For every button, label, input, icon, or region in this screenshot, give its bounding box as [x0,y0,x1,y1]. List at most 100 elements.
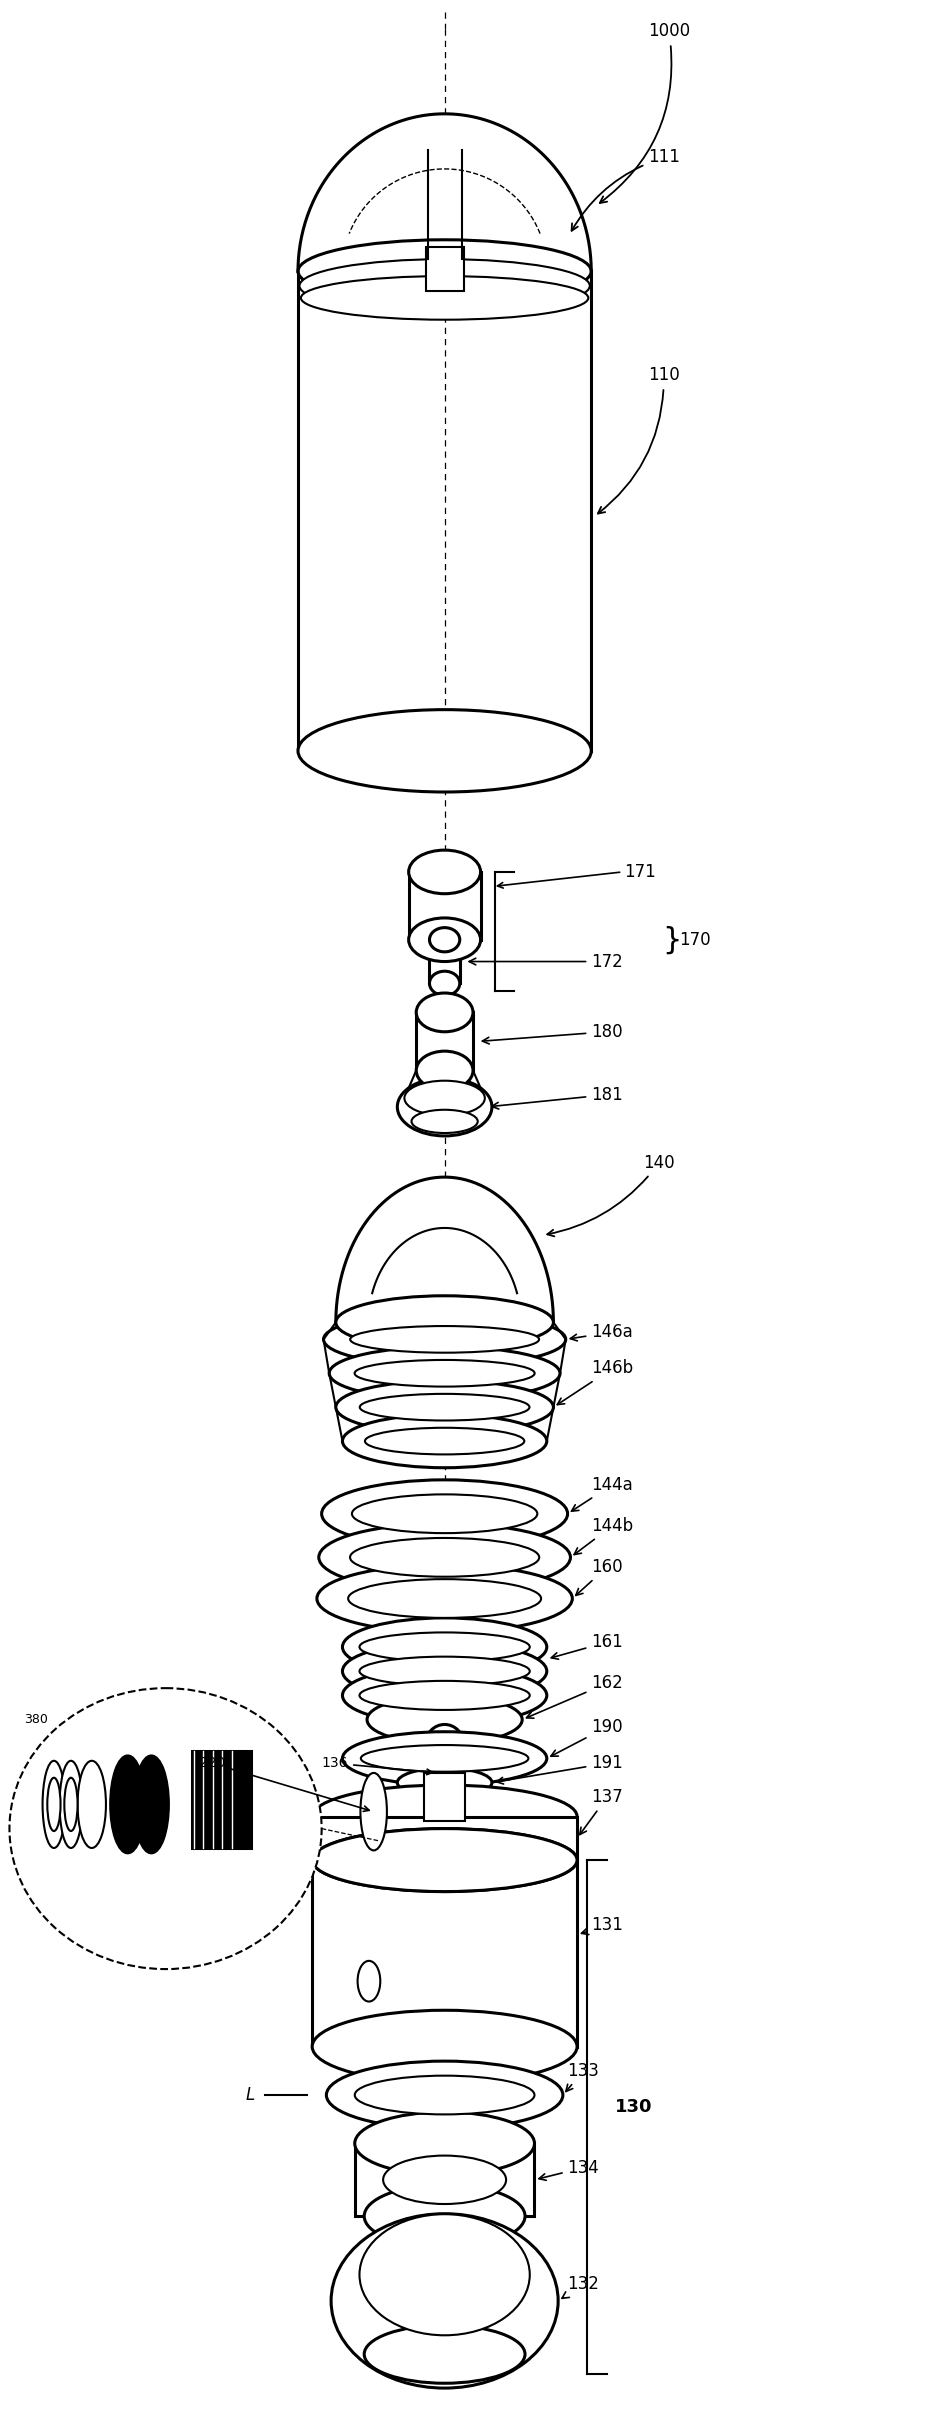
Bar [426,247,464,291]
Ellipse shape [416,1051,473,1090]
Text: 136: 136 [322,1756,432,1775]
Bar [312,1860,577,2047]
Ellipse shape [312,1785,577,1848]
Text: 161: 161 [552,1632,623,1659]
Ellipse shape [134,1756,168,1853]
Text: 160: 160 [576,1557,622,1596]
Ellipse shape [300,259,589,312]
Ellipse shape [359,1657,530,1686]
Text: 380: 380 [24,1712,47,1727]
Ellipse shape [360,1773,387,1850]
Text: 181: 181 [492,1085,623,1109]
Bar [429,940,460,983]
Ellipse shape [317,1565,572,1632]
Text: 340b: 340b [106,1804,137,1819]
Ellipse shape [342,1642,547,1700]
Ellipse shape [324,1313,566,1366]
Ellipse shape [383,2156,506,2204]
Ellipse shape [355,2112,534,2175]
Ellipse shape [359,1632,530,1661]
Ellipse shape [326,2061,563,2129]
Ellipse shape [312,2010,577,2083]
Ellipse shape [360,1744,529,1773]
Ellipse shape [298,710,591,792]
Text: 132: 132 [562,2274,600,2298]
Ellipse shape [365,1427,524,1453]
Text: 190: 190 [551,1717,622,1756]
Text: 382: 382 [71,1756,95,1770]
Text: 162: 162 [527,1674,623,1717]
Text: 384: 384 [106,1756,130,1770]
Ellipse shape [78,1761,106,1848]
Text: 133: 133 [566,2061,600,2093]
Ellipse shape [397,1078,492,1136]
Bar [192,1751,251,1848]
Ellipse shape [312,1829,577,1892]
Text: 220: 220 [199,1756,369,1812]
Ellipse shape [301,276,588,320]
Ellipse shape [429,928,460,952]
Ellipse shape [47,1778,61,1831]
Ellipse shape [416,993,473,1032]
Ellipse shape [111,1756,145,1853]
Ellipse shape [319,1523,570,1591]
Text: 170: 170 [679,930,710,949]
Ellipse shape [409,918,481,962]
Ellipse shape [322,1480,568,1548]
Ellipse shape [364,2185,525,2248]
Ellipse shape [350,1327,539,1351]
Text: 1000: 1000 [600,22,691,203]
Text: 131: 131 [582,1916,623,1935]
Ellipse shape [342,1414,547,1468]
Ellipse shape [397,1768,492,1797]
Ellipse shape [409,850,481,894]
Ellipse shape [60,1761,82,1848]
Text: 110: 110 [598,366,680,513]
Text: 360: 360 [210,1756,234,1770]
Text: 320: 320 [149,1756,173,1770]
Ellipse shape [331,2214,558,2388]
Ellipse shape [342,1666,547,1724]
Polygon shape [336,1177,553,1322]
Text: 130: 130 [615,2097,653,2117]
Ellipse shape [329,1347,560,1400]
Ellipse shape [355,2076,534,2114]
Text: 144b: 144b [574,1516,634,1555]
Ellipse shape [336,1381,553,1434]
Ellipse shape [342,1618,547,1676]
Ellipse shape [358,1962,380,2001]
Text: }: } [662,925,681,954]
Ellipse shape [342,1732,547,1785]
Bar [355,2143,534,2216]
Text: A: A [64,1867,77,1887]
Ellipse shape [404,1080,484,1117]
Text: 191: 191 [497,1754,623,1785]
Text: 144a: 144a [571,1475,633,1511]
Text: 172: 172 [469,952,623,971]
Ellipse shape [64,1778,78,1831]
Ellipse shape [348,1579,541,1618]
Ellipse shape [350,1538,539,1577]
Ellipse shape [412,1109,478,1133]
Ellipse shape [9,1688,322,1969]
Text: L: L [246,2085,255,2105]
Text: 140: 140 [547,1153,674,1235]
Text: 340a: 340a [61,1804,93,1819]
Text: 146b: 146b [557,1359,634,1405]
Ellipse shape [43,1761,65,1848]
Ellipse shape [359,1681,530,1710]
Ellipse shape [367,1695,522,1744]
Bar [409,872,481,940]
Polygon shape [298,114,591,271]
Bar [424,1773,465,1821]
Ellipse shape [312,1829,577,1892]
Ellipse shape [352,1494,537,1533]
Ellipse shape [359,1395,530,1419]
Ellipse shape [364,2325,525,2383]
Text: 146a: 146a [570,1322,633,1342]
Text: 134: 134 [539,2158,600,2180]
Text: 171: 171 [624,862,657,882]
Ellipse shape [359,2214,530,2335]
Ellipse shape [355,1361,534,1385]
Ellipse shape [298,240,591,303]
